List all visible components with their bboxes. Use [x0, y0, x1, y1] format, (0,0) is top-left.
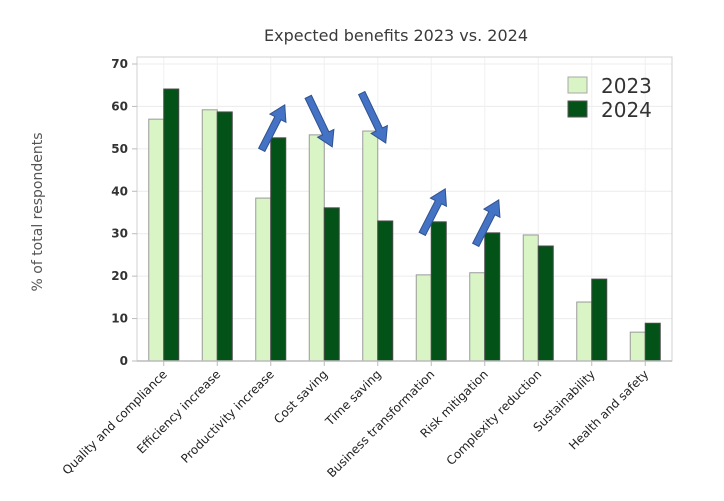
legend-swatch-2023	[567, 76, 588, 94]
bar-2024-sustainability	[591, 278, 608, 362]
y-tick-label: 60	[111, 99, 128, 113]
arrow-down-icon	[357, 90, 388, 144]
annotations	[257, 90, 501, 248]
bar-2023-time-saving	[362, 130, 379, 362]
y-tick-label: 30	[111, 227, 128, 241]
y-tick-label: 10	[111, 312, 128, 326]
legend-label-2024: 2024	[601, 98, 652, 122]
bar-2023-health-and-safety	[629, 331, 646, 362]
y-tick-label: 50	[111, 142, 128, 156]
bar-2024-quality-and-compliance	[163, 88, 180, 362]
legend-label-2023: 2023	[601, 74, 652, 98]
bar-2023-cost-saving	[308, 134, 325, 362]
bar-2023-productivity-increase	[255, 197, 272, 362]
bar-2024-risk-mitigation	[484, 232, 501, 362]
bar-2023-quality-and-compliance	[148, 118, 165, 362]
y-tick-label: 0	[120, 354, 128, 368]
bar-2023-sustainability	[576, 301, 593, 362]
bars	[148, 88, 661, 362]
x-tick-label: Business transformation	[324, 367, 437, 480]
bar-2023-business-transformation	[415, 274, 432, 362]
y-tick-label: 20	[111, 269, 128, 283]
x-tick-label: Complexity reduction	[444, 367, 545, 468]
bar-2024-complexity-reduction	[537, 245, 554, 362]
x-tick-label: Productivity increase	[178, 367, 277, 466]
bar-2023-risk-mitigation	[469, 272, 486, 362]
bar-2023-complexity-reduction	[522, 234, 539, 362]
arrow-up-icon	[257, 103, 287, 153]
y-tick-label: 70	[111, 57, 128, 71]
bar-2024-health-and-safety	[644, 322, 661, 362]
legend: 2023 2024	[567, 74, 652, 122]
bar-2024-productivity-increase	[270, 137, 287, 362]
x-tick-label: Cost saving	[271, 367, 330, 426]
arrow-down-icon	[304, 94, 335, 148]
bar-2024-business-transformation	[430, 221, 447, 362]
chart-title: Expected benefits 2023 vs. 2024	[264, 26, 528, 45]
bar-2024-time-saving	[377, 220, 394, 362]
y-axis-label: % of total respondents	[30, 133, 46, 292]
y-axis-ticks: 0 10 20 30 40 50 60 70	[111, 57, 137, 368]
arrow-up-icon	[471, 199, 501, 248]
legend-swatch-2024	[567, 100, 588, 118]
y-tick-label: 40	[111, 184, 128, 198]
bar-2024-efficiency-increase	[216, 111, 233, 362]
x-tick-label: Quality and compliance	[60, 367, 170, 477]
arrow-up-icon	[418, 187, 447, 237]
bar-2024-cost-saving	[323, 207, 340, 362]
bar-2023-efficiency-increase	[201, 109, 218, 362]
